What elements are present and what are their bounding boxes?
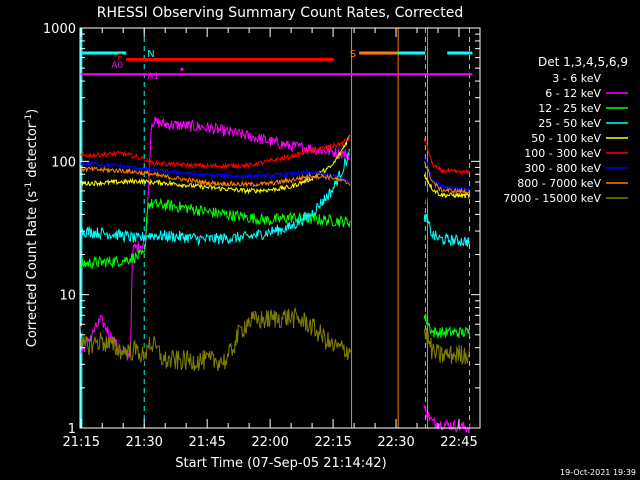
x-tick-label-2: 21:45	[188, 435, 225, 450]
x-tick-label-0: 21:15	[63, 435, 100, 450]
legend-label-4: 50 - 100 keV	[531, 132, 601, 145]
legend-label-6: 300 - 800 keV	[524, 162, 601, 175]
timestamp: 19-Oct-2021 19:39	[560, 468, 636, 477]
y-axis-label-main: Corrected Count Rate (s	[25, 191, 40, 348]
legend-label-8: 7000 - 15000 keV	[503, 192, 601, 205]
legend-label-1: 6 - 12 keV	[545, 87, 601, 100]
flag-label-F: F	[117, 53, 123, 64]
y-tick-label-2: 100	[51, 155, 76, 170]
y-axis-label-sup1: -1	[24, 182, 34, 191]
plot-frame	[79, 27, 481, 429]
series-line-4	[79, 134, 471, 200]
attenuator-label-a1: A1	[147, 72, 159, 82]
y-axis-label-end: )	[25, 109, 40, 114]
flag-label-S: S	[350, 49, 356, 60]
legend-title: Det 1,3,4,5,6,9	[538, 55, 628, 69]
legend-label-2: 12 - 25 keV	[538, 102, 601, 115]
series-line-3	[79, 148, 471, 247]
x-tick-label-4: 22:15	[314, 435, 351, 450]
y-axis-label-sup2: -1	[24, 114, 34, 123]
attenuator-label-a0: A0	[111, 61, 123, 71]
legend-label-5: 100 - 300 keV	[524, 147, 601, 160]
series-line-2	[79, 197, 471, 339]
series-line-5	[79, 134, 471, 177]
y-tick-label-3: 1000	[43, 22, 76, 37]
chart-title: RHESSI Observing Summary Count Rates, Co…	[97, 5, 463, 21]
legend-label-3: 25 - 50 keV	[538, 117, 601, 130]
x-tick-label-3: 22:00	[251, 435, 288, 450]
y-axis-label-mid: detector	[25, 122, 40, 182]
x-tick-label-1: 21:30	[125, 435, 162, 450]
x-axis: 21:15 21:30 21:45 22:00 22:15 22:30 22:45	[63, 28, 478, 450]
x-axis-label: Start Time (07-Sep-05 21:14:42)	[175, 456, 386, 471]
x-tick-label-5: 22:30	[377, 435, 414, 450]
y-tick-label-0: 1	[68, 422, 76, 437]
series-line-8	[79, 306, 471, 372]
flag-label-N: N	[147, 49, 154, 60]
x-tick-label-6: 22:45	[440, 435, 477, 450]
series-line-7	[79, 161, 471, 195]
plot-area: F N S A0 A1	[79, 28, 473, 434]
legend-label-0: 3 - 6 keV	[552, 72, 601, 85]
y-axis: 1 10 100 1000	[43, 22, 480, 437]
y-axis-label: Corrected Count Rate (s-1 detector-1)	[24, 109, 40, 347]
legend-label-7: 800 - 7000 keV	[517, 177, 601, 190]
legend: 3 - 6 keV 6 - 12 keV 12 - 25 keV 25 - 50 ke…	[503, 72, 628, 205]
attenuator-marker-0	[180, 67, 184, 71]
y-tick-label-1: 10	[59, 289, 76, 304]
